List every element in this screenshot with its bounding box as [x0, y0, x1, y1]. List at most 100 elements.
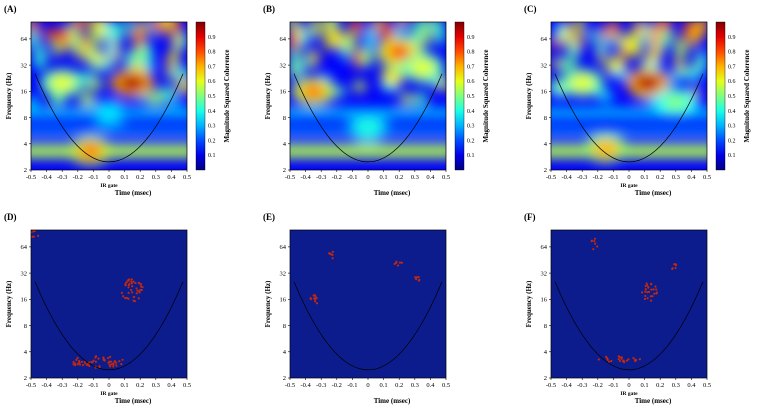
significance-mark: [74, 362, 77, 365]
heatmap-cell: [381, 22, 394, 44]
y-axis-label: Frequency (Hz): [5, 280, 13, 327]
x-axis-label: Time (msec): [635, 397, 672, 405]
significance-mark: [131, 291, 134, 294]
heatmap-cell: [91, 26, 103, 46]
heatmap-cell: [52, 39, 61, 58]
significance-mark: [32, 235, 35, 238]
x-tick-label: 0: [107, 174, 110, 181]
heatmap-cell: [140, 42, 151, 62]
y-tick-label: 64: [21, 244, 28, 251]
heatmap-cell: [127, 22, 134, 37]
heatmap-field: [290, 22, 446, 159]
y-tick-label: 32: [280, 270, 287, 277]
significance-mark: [112, 362, 115, 365]
significance-mark: [606, 358, 609, 361]
colorbar-tick-label: 0.2: [728, 138, 736, 144]
significance-mark: [638, 358, 641, 361]
x-tick-label: 0: [627, 382, 630, 389]
significance-mark: [115, 361, 118, 364]
significance-mark: [72, 360, 75, 364]
cone-of-influence: [554, 73, 704, 163]
heatmap-cell: [344, 32, 356, 53]
heatmap-cell: [172, 35, 179, 52]
panel-a: (A) -0.5 -0.4 -0.3 -0.2 -0.1 0 0.1 0.2 0.3 0.4 0.5 I…: [4, 4, 231, 197]
x-tick-label: -0.3: [57, 174, 67, 181]
cone-of-influence: [293, 73, 443, 163]
heatmap-blob: [662, 93, 689, 112]
heatmap-cell: [290, 22, 296, 32]
heatmap-cell: [332, 22, 339, 29]
x-tick-label: 0.2: [136, 174, 144, 181]
panel-label: (E): [263, 212, 275, 222]
x-tick-label: 0.3: [152, 382, 160, 389]
colorbar-tick-label: 0.1: [208, 153, 216, 159]
heatmap-cell: [567, 54, 577, 70]
panel-label: (B): [263, 4, 275, 14]
significance-mark: [649, 299, 653, 302]
panel-label: (F): [524, 212, 536, 222]
significance-mark: [674, 266, 677, 270]
ir-gate-label: IR gate: [620, 183, 638, 189]
heatmap-cell: [435, 22, 445, 46]
y-axis-label: Frequency (Hz): [525, 280, 533, 327]
y-tick-label: 4: [544, 141, 548, 148]
heatmap-cell: [599, 93, 613, 103]
y-tick-label: 2: [24, 375, 27, 382]
panel-c: (C) -0.5 -0.4 -0.3 -0.2 -0.1 0 0.1 0.2 0.3 0.4 0.5 I…: [524, 4, 751, 197]
significance-mark: [645, 282, 648, 285]
significance-mark: [113, 360, 117, 363]
significance-mark: [90, 360, 93, 364]
significance-mark: [594, 242, 597, 245]
y-tick-label: 64: [541, 36, 548, 43]
significance-mark: [72, 363, 75, 366]
significance-mark: [617, 357, 620, 361]
x-tick-label: 0.2: [656, 174, 664, 181]
y-tick-label: 8: [283, 323, 286, 330]
x-tick-label: -0.5: [26, 382, 36, 389]
colorbar: [715, 21, 726, 171]
significance-mark: [593, 237, 597, 240]
significance-mark: [671, 267, 674, 270]
x-tick-label: 0.5: [442, 382, 450, 389]
significance-mark: [127, 286, 130, 289]
x-tick-label: 0.5: [442, 174, 450, 181]
significance-mark: [649, 283, 653, 286]
significance-mark: [108, 363, 111, 366]
y-tick-label: 8: [544, 115, 547, 122]
x-tick-label: -0.5: [285, 382, 295, 389]
significance-mark: [122, 295, 125, 298]
y-tick-label: 16: [280, 89, 287, 96]
significance-mark: [80, 360, 83, 363]
panel-f: (F) -0.5 -0.4 -0.3 -0.2 -0.1 0 0.1 0.2 0.3 0.4 0.5 I…: [524, 212, 711, 405]
significance-mark: [102, 356, 105, 359]
significance-mark: [132, 295, 135, 299]
significance-mark: [75, 358, 78, 361]
y-tick-label: 32: [541, 62, 548, 69]
y-tick-label: 64: [280, 244, 287, 251]
heatmap-cell: [350, 22, 362, 39]
significance-mark: [78, 363, 82, 366]
significance-mark: [655, 291, 659, 294]
significance-mark: [415, 276, 418, 279]
significance-mark: [313, 300, 317, 303]
heatmap-cell: [555, 22, 564, 44]
x-tick-label: 0.3: [152, 174, 160, 181]
y-tick-label: 16: [541, 297, 548, 304]
x-tick-label: 0.5: [183, 174, 191, 181]
x-tick-label: -0.4: [561, 382, 572, 389]
x-tick-label: 0.4: [167, 174, 176, 181]
heatmap-cell: [306, 50, 313, 71]
significance-mark: [132, 299, 135, 302]
x-tick-label: 0.1: [380, 382, 388, 389]
heatmap-band: [31, 127, 187, 136]
heatmap-cell: [569, 40, 579, 59]
significance-mark: [418, 278, 421, 281]
significance-mark: [634, 359, 637, 363]
significance-mark: [134, 281, 137, 285]
x-tick-label: -0.3: [316, 174, 326, 181]
significance-mark: [314, 295, 317, 298]
heatmap-cell: [598, 50, 606, 66]
significance-mark: [139, 288, 142, 292]
significance-mark: [78, 361, 81, 364]
x-tick-label: -0.5: [285, 174, 295, 181]
